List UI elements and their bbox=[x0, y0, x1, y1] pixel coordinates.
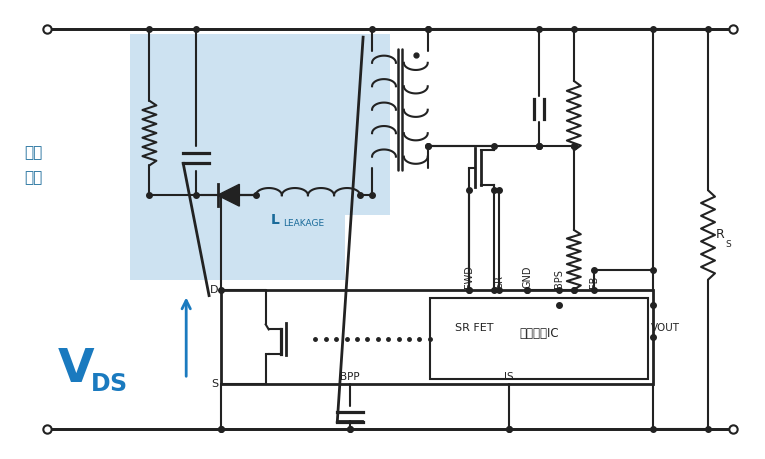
Polygon shape bbox=[217, 184, 239, 206]
Text: S: S bbox=[725, 241, 731, 249]
Text: VOUT: VOUT bbox=[651, 323, 680, 333]
Text: $\mathbf{V}$: $\mathbf{V}$ bbox=[57, 347, 96, 392]
Bar bbox=[221, 290, 653, 384]
Text: D: D bbox=[210, 285, 218, 295]
Text: BPS: BPS bbox=[554, 269, 564, 288]
Text: IS: IS bbox=[504, 372, 514, 382]
Text: GND: GND bbox=[522, 265, 532, 288]
Text: S: S bbox=[211, 379, 218, 389]
Text: R: R bbox=[716, 229, 724, 241]
Text: 初级
钓位: 初级 钓位 bbox=[24, 146, 42, 185]
Text: SR FET: SR FET bbox=[454, 324, 493, 333]
FancyBboxPatch shape bbox=[129, 34, 345, 280]
Text: LEAKAGE: LEAKAGE bbox=[284, 219, 324, 228]
Text: FB: FB bbox=[589, 275, 599, 288]
Text: BPP: BPP bbox=[340, 372, 360, 382]
Text: L: L bbox=[271, 213, 279, 227]
Text: SR: SR bbox=[494, 274, 504, 288]
Text: 次级控制IC: 次级控制IC bbox=[519, 327, 559, 340]
Bar bbox=[430, 297, 649, 379]
Text: $\mathbf{DS}$: $\mathbf{DS}$ bbox=[90, 372, 127, 396]
Text: FWD: FWD bbox=[464, 265, 474, 288]
FancyBboxPatch shape bbox=[345, 34, 390, 215]
